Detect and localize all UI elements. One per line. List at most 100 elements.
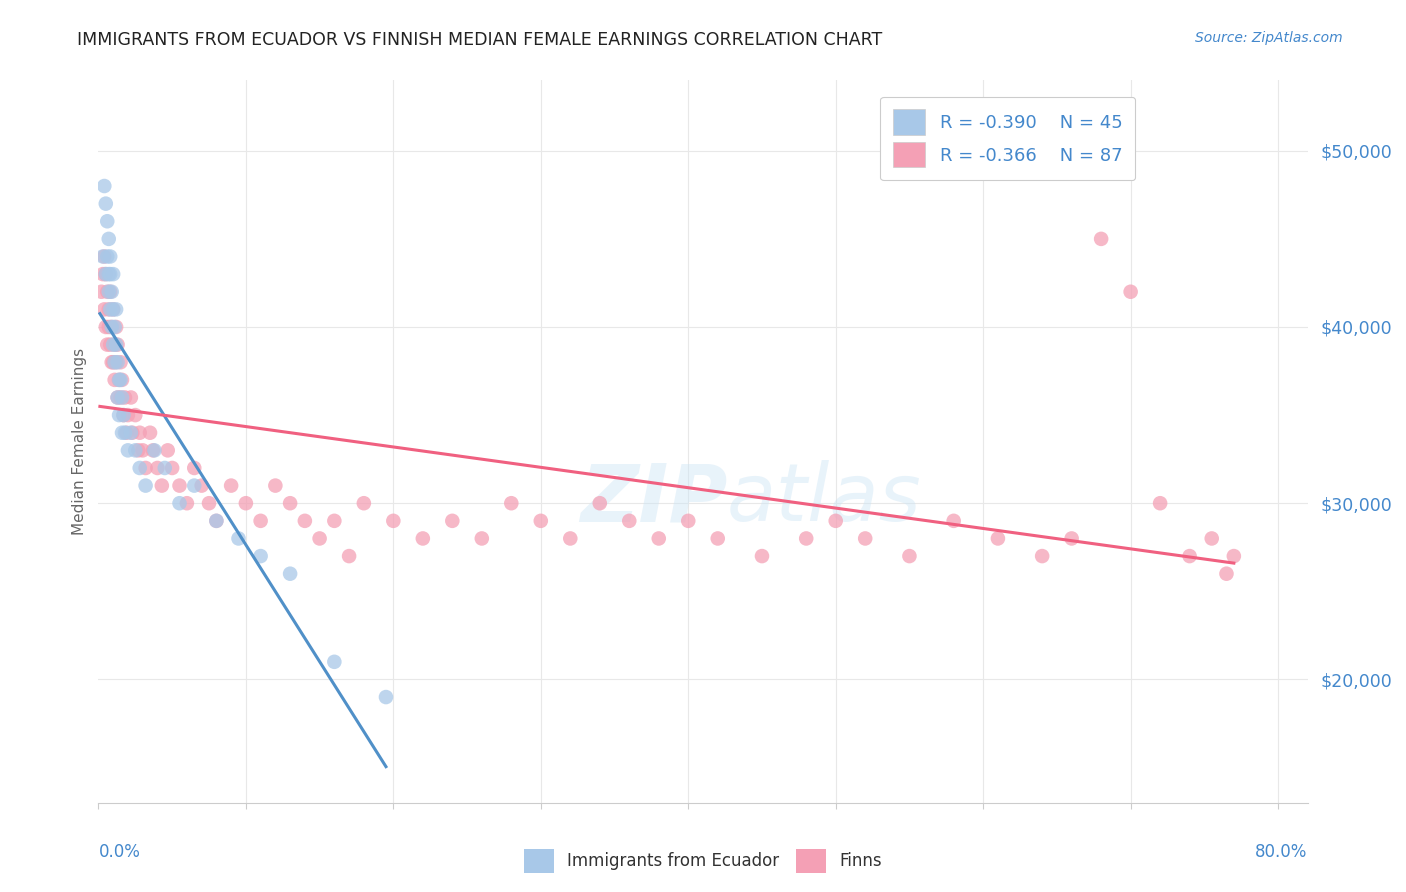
Point [101,302,124,317]
Point [249,549,271,563]
Point [1119,285,1142,299]
Point [107,391,129,405]
Point [156,443,179,458]
Point [412,532,434,546]
Text: atlas: atlas [727,460,922,539]
Point [104,320,127,334]
Point [205,514,228,528]
Point [501,496,523,510]
Point [111,373,134,387]
Point [169,496,191,510]
Point [1178,549,1201,563]
Point [323,514,346,528]
Point [93,302,115,317]
Point [441,514,464,528]
Point [337,549,360,563]
Point [153,461,176,475]
Point [205,514,228,528]
Point [135,461,157,475]
Point [111,391,134,405]
Point [91,267,114,281]
Point [190,478,212,492]
Point [1031,549,1053,563]
Point [139,425,162,440]
Point [97,320,120,334]
Point [648,532,671,546]
Point [1215,566,1237,581]
Point [1149,496,1171,510]
Point [120,391,142,405]
Point [90,285,112,299]
Point [100,285,122,299]
Point [146,461,169,475]
Point [121,425,143,440]
Point [619,514,641,528]
Point [183,461,205,475]
Legend: R = -0.390    N = 45, R = -0.366    N = 87: R = -0.390 N = 45, R = -0.366 N = 87 [880,96,1135,180]
Point [100,320,122,334]
Point [93,250,115,264]
Point [96,250,118,264]
Point [1060,532,1083,546]
Point [264,478,287,492]
Point [1090,232,1112,246]
Point [105,302,128,317]
Point [101,337,124,351]
Point [110,391,132,405]
Point [104,355,127,369]
Point [96,285,118,299]
Point [94,267,117,281]
Point [706,532,728,546]
Point [124,443,146,458]
Point [98,250,121,264]
Point [1201,532,1223,546]
Point [278,496,301,510]
Legend: Immigrants from Ecuador, Finns: Immigrants from Ecuador, Finns [517,842,889,880]
Point [117,408,139,422]
Point [105,320,128,334]
Point [100,355,122,369]
Point [183,478,205,492]
Point [115,425,138,440]
Point [898,549,921,563]
Point [110,355,132,369]
Point [96,214,118,228]
Point [471,532,494,546]
Point [198,496,221,510]
Point [228,532,250,546]
Point [112,408,135,422]
Point [98,285,121,299]
Point [353,496,375,510]
Point [308,532,330,546]
Point [94,320,117,334]
Y-axis label: Median Female Earnings: Median Female Earnings [72,348,87,535]
Point [375,690,398,704]
Point [560,532,582,546]
Point [101,355,124,369]
Point [942,514,965,528]
Point [98,337,121,351]
Point [97,285,120,299]
Point [127,443,149,458]
Point [824,514,846,528]
Point [135,478,157,492]
Point [530,514,553,528]
Point [96,337,118,351]
Point [114,391,136,405]
Point [143,443,166,458]
Point [105,355,128,369]
Point [94,196,117,211]
Point [110,373,132,387]
Point [235,496,257,510]
Point [128,461,150,475]
Point [120,425,142,440]
Point [176,496,198,510]
Point [678,514,700,528]
Point [131,443,153,458]
Point [104,337,127,351]
Point [107,391,129,405]
Point [97,302,120,317]
Point [589,496,612,510]
Point [97,232,120,246]
Point [794,532,817,546]
